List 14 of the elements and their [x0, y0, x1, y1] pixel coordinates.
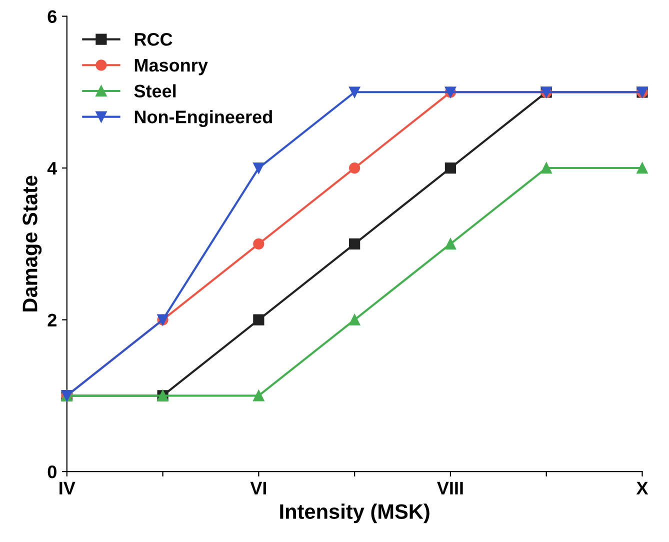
x-tick-label: IV	[60, 482, 76, 494]
y-tick-label: 0	[48, 465, 56, 478]
x-tick-label: VIII	[437, 482, 463, 494]
y-axis-title: Damage State	[22, 176, 42, 312]
y-tick-label: 4	[47, 162, 58, 175]
legend-label: Masonry	[134, 59, 208, 76]
legend-label: RCC	[134, 32, 172, 46]
y-tick-label: 6	[48, 10, 57, 23]
legend-label: Steel	[134, 84, 176, 98]
x-tick-label: VI	[250, 482, 266, 494]
x-tick-label: X	[636, 482, 648, 494]
legend-label: Non-Engineered	[134, 110, 272, 127]
y-tick-label: 2	[48, 314, 56, 326]
x-axis-title: Intensity (MSK)	[280, 504, 430, 524]
